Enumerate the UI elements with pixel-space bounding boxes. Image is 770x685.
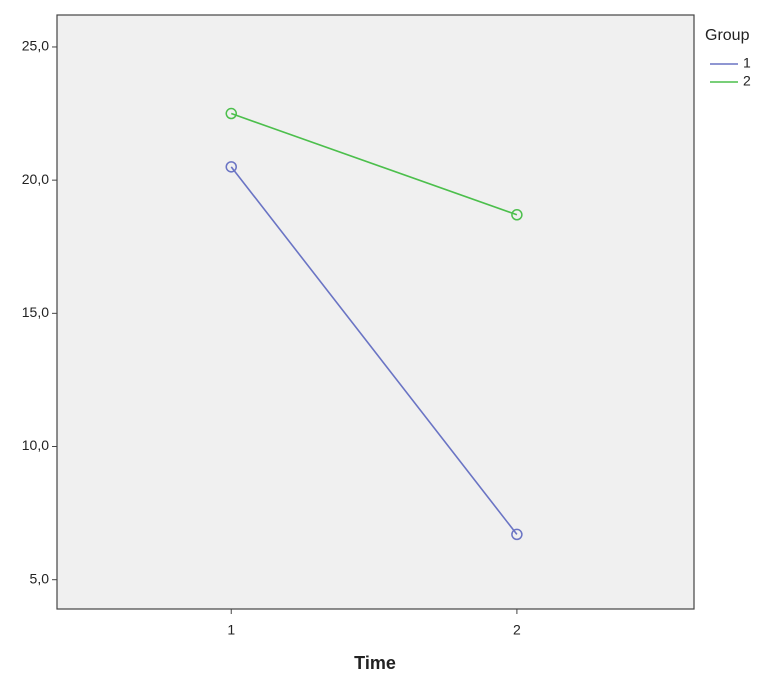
series-line bbox=[230, 166, 518, 535]
point-marker bbox=[511, 209, 523, 221]
point-marker bbox=[225, 107, 237, 120]
x-tick-label: 2 bbox=[513, 622, 521, 638]
legend-label: 1 bbox=[743, 55, 751, 71]
y-tick-label: 5,0 bbox=[30, 570, 50, 586]
point-marker bbox=[225, 161, 237, 173]
legend-title: Group bbox=[705, 27, 750, 44]
legend-label: 2 bbox=[743, 73, 751, 89]
x-axis-title: Time bbox=[354, 653, 396, 673]
y-tick-label: 15,0 bbox=[22, 304, 49, 320]
y-tick-label: 25,0 bbox=[22, 38, 49, 54]
y-tick-label: 20,0 bbox=[22, 171, 49, 187]
point-marker bbox=[511, 528, 523, 541]
y-tick-label: 10,0 bbox=[22, 437, 49, 453]
x-tick-label: 1 bbox=[227, 622, 235, 638]
plot-area bbox=[56, 14, 695, 610]
series-line bbox=[230, 112, 518, 216]
